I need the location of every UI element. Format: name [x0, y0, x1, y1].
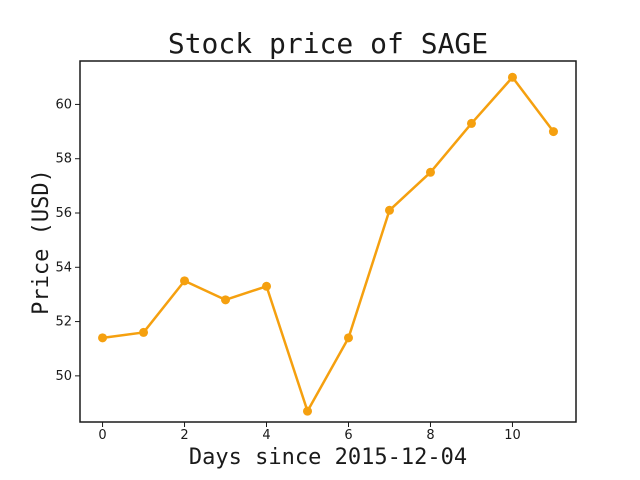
y-tick-label: 56	[55, 206, 72, 221]
series-layer	[98, 72, 558, 416]
data-point	[180, 276, 190, 286]
data-point	[466, 118, 476, 128]
data-point	[384, 205, 394, 215]
x-axis-ticks: 0 2 4 6 8 10	[98, 422, 521, 443]
data-point	[221, 295, 231, 305]
x-tick-label: 6	[344, 428, 352, 443]
data-point	[425, 167, 435, 177]
y-tick-label: 60	[55, 97, 72, 112]
data-point	[303, 406, 313, 416]
x-tick-label: 0	[98, 428, 106, 443]
data-point	[98, 333, 108, 343]
x-tick-label: 2	[180, 428, 188, 443]
plot-area-frame	[79, 60, 577, 423]
y-axis-label: Price (USD)	[29, 169, 54, 315]
y-tick-label: 52	[55, 315, 72, 330]
y-tick-label: 50	[55, 369, 72, 384]
y-tick-label: 54	[55, 260, 72, 275]
x-axis-label: Days since 2015-12-04	[189, 445, 467, 470]
data-point	[262, 281, 272, 291]
data-point	[343, 333, 353, 343]
data-point	[548, 127, 558, 137]
chart-title: Stock price of SAGE	[168, 27, 488, 60]
y-axis-ticks: 50 52 54 56 58 60	[55, 97, 80, 384]
data-point	[507, 72, 517, 82]
y-tick-label: 58	[55, 152, 72, 167]
x-tick-label: 8	[426, 428, 434, 443]
x-tick-label: 4	[262, 428, 270, 443]
series-line-sage	[101, 76, 555, 413]
data-point	[139, 327, 149, 337]
x-tick-label: 10	[504, 428, 521, 443]
